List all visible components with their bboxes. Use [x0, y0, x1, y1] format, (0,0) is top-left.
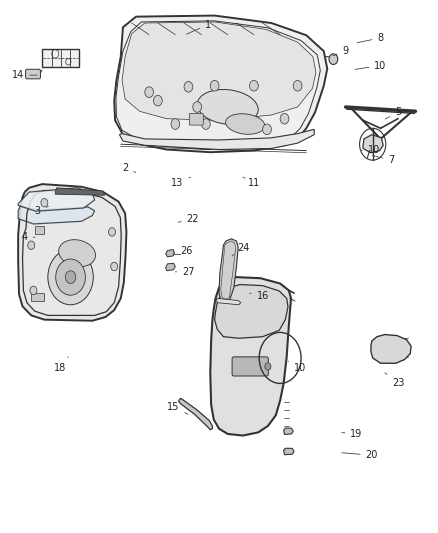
Polygon shape [216, 298, 241, 305]
Polygon shape [55, 188, 105, 195]
Bar [31, 293, 44, 301]
Polygon shape [219, 239, 238, 303]
Circle shape [56, 259, 85, 295]
Text: 1: 1 [187, 20, 211, 34]
Text: 16: 16 [250, 290, 269, 301]
Text: 26: 26 [173, 246, 192, 255]
Text: 7: 7 [372, 155, 395, 165]
Text: 3: 3 [35, 206, 48, 216]
Polygon shape [371, 335, 411, 364]
Circle shape [293, 80, 302, 91]
Text: 10: 10 [355, 61, 387, 70]
Circle shape [250, 80, 258, 91]
Polygon shape [166, 249, 174, 257]
FancyBboxPatch shape [232, 357, 268, 376]
Ellipse shape [226, 114, 265, 134]
Polygon shape [120, 130, 314, 150]
Text: 23: 23 [385, 373, 404, 389]
Circle shape [265, 363, 271, 370]
Polygon shape [179, 398, 212, 430]
Circle shape [329, 54, 338, 64]
Circle shape [109, 228, 116, 236]
Circle shape [210, 80, 219, 91]
Circle shape [30, 286, 37, 295]
Circle shape [263, 124, 272, 135]
Text: 10: 10 [361, 144, 380, 155]
Circle shape [145, 87, 153, 98]
Circle shape [201, 119, 210, 130]
Circle shape [280, 114, 289, 124]
Polygon shape [114, 15, 327, 152]
Text: 15: 15 [167, 402, 188, 414]
Polygon shape [210, 277, 291, 435]
Text: 8: 8 [357, 33, 384, 43]
Text: 11: 11 [243, 177, 260, 188]
Text: 14: 14 [12, 70, 37, 80]
Polygon shape [166, 263, 175, 271]
Text: 27: 27 [175, 267, 194, 277]
Circle shape [28, 241, 35, 249]
Text: 18: 18 [53, 357, 68, 373]
Text: 2: 2 [122, 163, 136, 173]
Text: 9: 9 [333, 46, 349, 56]
Polygon shape [122, 22, 316, 120]
Bar [35, 226, 44, 233]
Text: 10: 10 [288, 361, 306, 373]
Text: 20: 20 [342, 450, 378, 460]
Circle shape [184, 82, 193, 92]
Circle shape [153, 95, 162, 106]
Polygon shape [18, 188, 95, 211]
Circle shape [48, 249, 93, 305]
Polygon shape [42, 49, 79, 67]
Circle shape [65, 271, 76, 284]
FancyBboxPatch shape [189, 114, 203, 125]
Circle shape [171, 119, 180, 130]
Polygon shape [284, 448, 294, 455]
Text: 19: 19 [342, 429, 363, 439]
Ellipse shape [197, 90, 258, 125]
Polygon shape [363, 135, 383, 153]
Text: 22: 22 [178, 214, 199, 224]
Text: 4: 4 [21, 232, 35, 243]
Polygon shape [18, 184, 127, 321]
Circle shape [111, 262, 118, 271]
Polygon shape [284, 428, 293, 434]
Text: 5: 5 [385, 107, 401, 119]
Circle shape [193, 102, 201, 112]
FancyBboxPatch shape [25, 69, 40, 79]
Text: 24: 24 [232, 243, 249, 256]
Text: 13: 13 [171, 177, 191, 188]
Polygon shape [215, 285, 288, 338]
Ellipse shape [59, 240, 95, 266]
Circle shape [41, 198, 48, 207]
Polygon shape [18, 206, 95, 224]
